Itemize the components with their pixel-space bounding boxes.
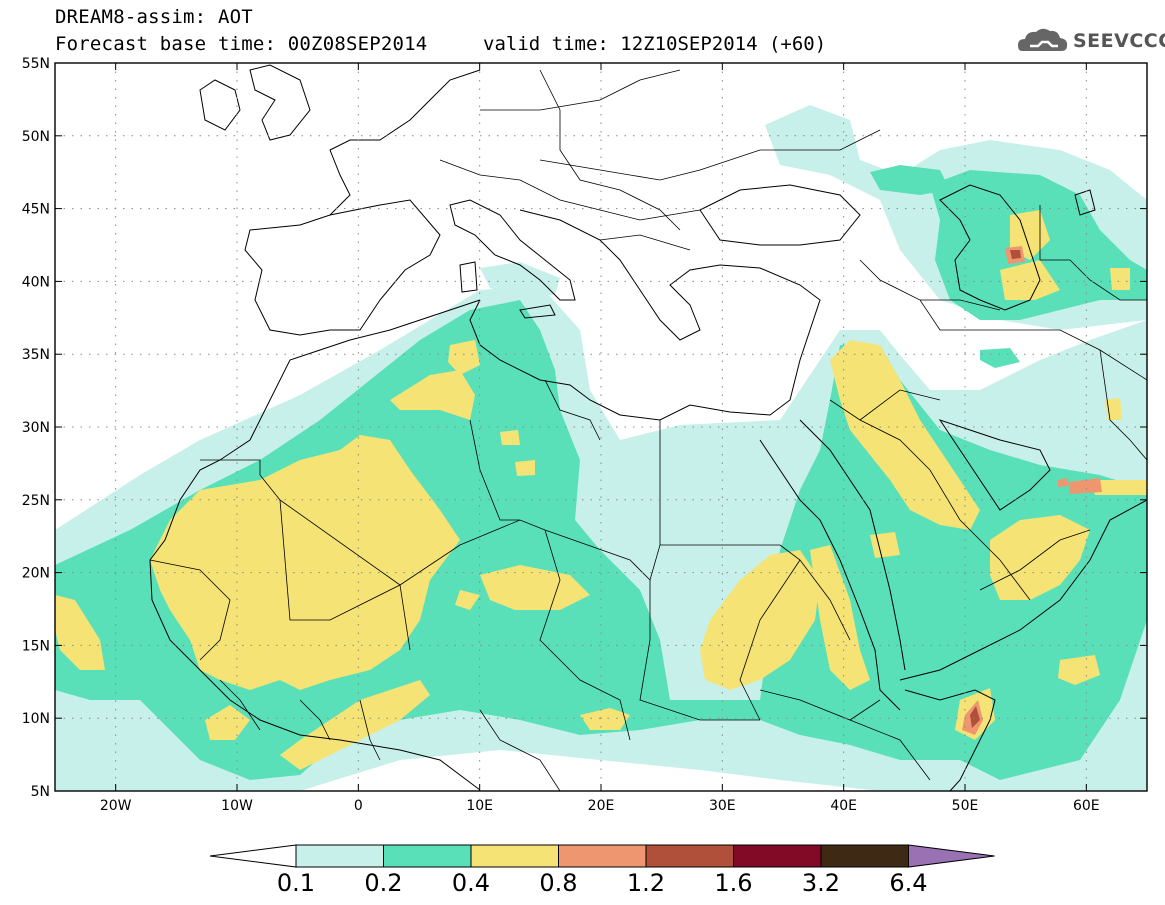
lon-label: 0 <box>354 798 363 814</box>
lat-label: 45N <box>22 202 50 218</box>
aot-level-12 <box>970 250 1021 728</box>
valid-time: valid time: 12Z10SEP2014 (+60) <box>483 33 827 55</box>
forecast-base-time: Forecast base time: 00Z08SEP2014 <box>55 33 428 55</box>
country-borders <box>149 69 1147 791</box>
cloud-icon <box>1018 28 1068 51</box>
map-graticule <box>55 63 1147 791</box>
lon-label: 10W <box>221 798 253 814</box>
lat-label: 10N <box>22 711 50 727</box>
lon-label: 20E <box>588 798 615 814</box>
lon-label: 30E <box>709 798 736 814</box>
lat-label: 25N <box>22 493 50 509</box>
lat-label: 50N <box>22 129 50 145</box>
lat-label: 35N <box>22 347 50 363</box>
lon-label: 40E <box>830 798 857 814</box>
lat-label: 30N <box>22 420 50 436</box>
coastlines <box>149 64 1147 791</box>
lat-label: 40N <box>22 274 50 290</box>
lat-label: 5N <box>31 784 50 800</box>
map-title: DREAM8-assim: AOT <box>55 6 253 28</box>
lon-label: 10E <box>466 798 493 814</box>
logo-text: SEEVCCC <box>1073 30 1165 52</box>
lat-label: 15N <box>22 638 50 654</box>
lon-label: 60E <box>1073 798 1100 814</box>
lon-label: 20W <box>100 798 132 814</box>
lon-label: 50E <box>952 798 979 814</box>
lat-label: 20N <box>22 566 50 582</box>
lat-label: 55N <box>22 56 50 72</box>
